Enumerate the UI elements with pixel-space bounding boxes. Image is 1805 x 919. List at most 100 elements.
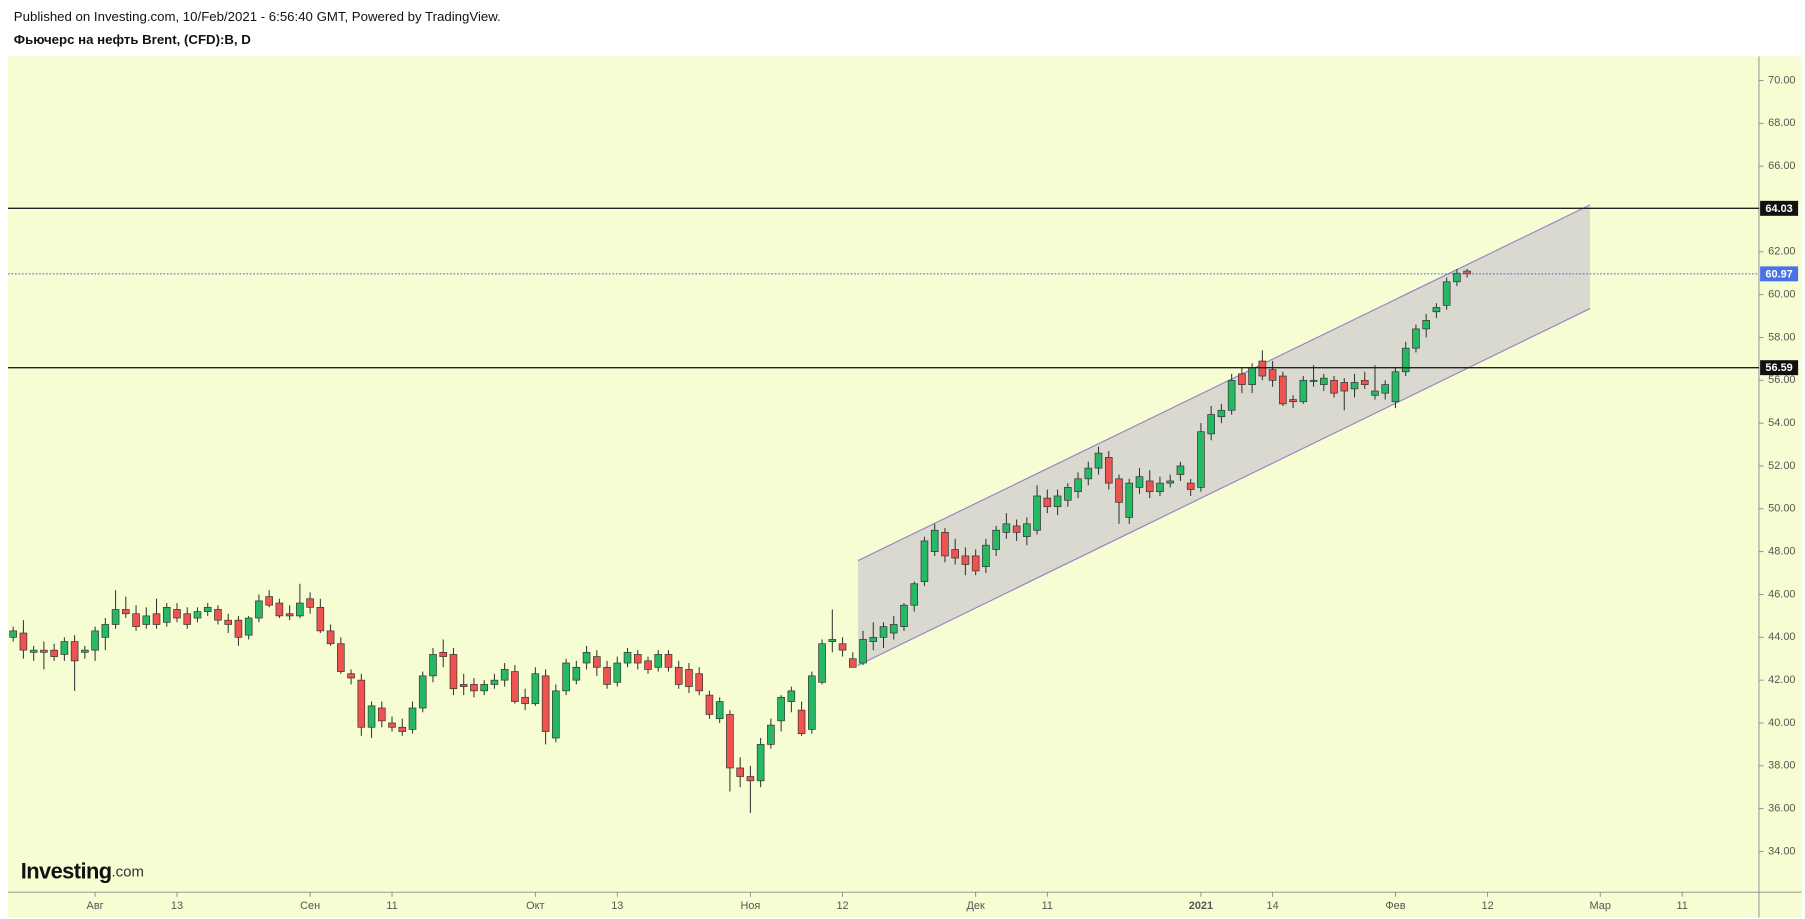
logo: Investing.com [21, 858, 144, 883]
x-tick-label: Ноя [740, 900, 760, 912]
candle-body [285, 613, 294, 617]
chart-title: Фьючерс на нефть Brent, (CFD):B, D [14, 32, 251, 47]
candle-body [326, 630, 335, 645]
candle-body [1156, 482, 1164, 493]
candle-body [900, 604, 908, 627]
candle-body [1176, 465, 1185, 475]
candle-body [1104, 457, 1113, 484]
candle-body [1012, 525, 1021, 533]
candle-body [920, 540, 929, 582]
candle-body [654, 654, 663, 668]
candle-body [797, 709, 806, 735]
y-tick-label: 62.00 [1768, 246, 1795, 258]
x-tick-label: 12 [836, 900, 848, 912]
level-label-box [1760, 360, 1799, 376]
candle-body [1238, 373, 1246, 385]
candle-body [19, 632, 28, 651]
candle-body [398, 726, 407, 732]
candle-body [879, 626, 888, 638]
candle-body [152, 613, 161, 625]
channel-upper [857, 204, 1591, 562]
candle-body [306, 598, 314, 608]
y-tick-label: 44.00 [1768, 631, 1795, 643]
candle-body [91, 630, 99, 651]
candle-body [357, 679, 366, 728]
candle-body [183, 613, 192, 625]
candle-body [613, 662, 622, 683]
candle-body [767, 724, 775, 745]
candle-body [1340, 382, 1349, 392]
x-tick-label: 11 [386, 900, 397, 912]
candle-body [992, 529, 1000, 550]
candle-body [531, 673, 540, 705]
candle-body [1023, 523, 1031, 538]
candle-body [439, 651, 448, 657]
candle-body [910, 583, 919, 606]
candle-body [1401, 347, 1410, 373]
candle-body [162, 606, 171, 623]
candle-body [808, 675, 816, 730]
candle-body [715, 701, 724, 720]
candle-body [736, 767, 744, 777]
candle-body [664, 654, 673, 668]
candle-body [787, 690, 796, 702]
candle-body [1258, 360, 1267, 377]
candle-body [1248, 367, 1256, 385]
published-note: Published on Investing.com, 10/Feb/2021 … [14, 9, 501, 24]
x-tick-label: 14 [1267, 900, 1279, 912]
candle-body [203, 606, 212, 612]
candle-body [1289, 399, 1297, 403]
logo-suffix: .com [112, 864, 144, 881]
candle-body [1422, 320, 1430, 330]
candle-body [1094, 452, 1103, 469]
x-tick-label: Авг [87, 900, 104, 912]
candle-body [449, 654, 458, 690]
candle-body [1002, 523, 1011, 533]
candle-body [674, 666, 683, 685]
candle-body [1145, 480, 1154, 493]
candle-body [1432, 307, 1441, 313]
logo-brand: Investing [21, 858, 112, 883]
candle-body [60, 641, 69, 655]
candle-body [848, 658, 857, 668]
candle-body [1227, 379, 1236, 411]
candle-body [1391, 371, 1400, 403]
candle-body [1412, 328, 1420, 349]
candle-body [1371, 390, 1379, 396]
x-tick-label: 2021 [1189, 900, 1213, 912]
candle-body [777, 696, 785, 722]
candle-body [1135, 476, 1144, 488]
candle-body [521, 696, 529, 705]
level-label: 64.03 [1765, 203, 1792, 215]
candle-body [1033, 495, 1041, 531]
x-tick-label: 12 [1482, 900, 1494, 912]
y-tick-label: 56.00 [1768, 374, 1795, 386]
candle-layer [9, 268, 1471, 813]
y-tick-label: 52.00 [1768, 460, 1795, 472]
candle-body [459, 684, 468, 687]
candle-body [941, 532, 949, 557]
candle-body [1125, 482, 1134, 518]
candle-body [234, 619, 243, 638]
candle-body [685, 669, 693, 687]
candle-body [1350, 382, 1359, 390]
y-tick-label: 46.00 [1768, 588, 1795, 600]
candle-body [81, 649, 89, 653]
candle-body [1442, 281, 1451, 306]
candle-body [889, 624, 898, 634]
candle-body [552, 690, 560, 739]
candle-body [695, 673, 703, 692]
candle-body [1053, 495, 1062, 508]
x-tick-label: Фев [1385, 900, 1405, 912]
x-tick-label: Дек [967, 900, 985, 912]
candle-body [418, 675, 427, 709]
candle-body [982, 544, 990, 567]
candle-body [101, 624, 110, 638]
candle-body [1330, 379, 1338, 394]
y-tick-label: 66.00 [1768, 160, 1795, 172]
candle-body [603, 666, 611, 685]
candle-body [1186, 482, 1195, 490]
y-tick-label: 36.00 [1768, 803, 1795, 815]
x-tick-label: Мар [1590, 900, 1611, 912]
